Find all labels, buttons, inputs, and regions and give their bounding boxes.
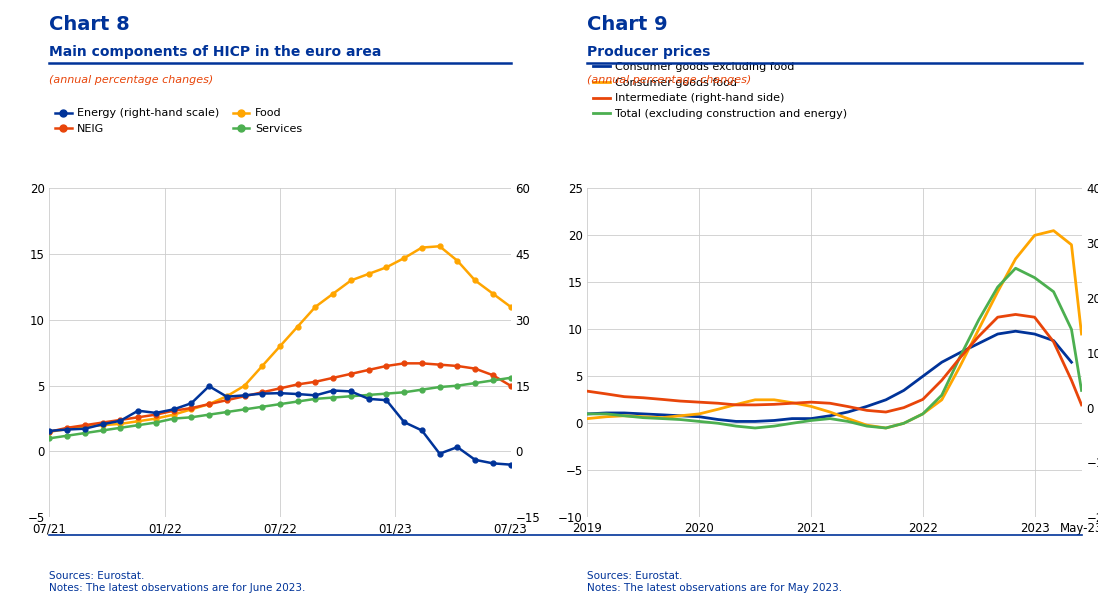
Text: Chart 8: Chart 8: [49, 15, 131, 34]
Legend: Consumer goods excluding food, Consumer goods food, Intermediate (right-hand sid: Consumer goods excluding food, Consumer …: [593, 62, 848, 119]
Legend: Energy (right-hand scale), NEIG, Food, Services: Energy (right-hand scale), NEIG, Food, S…: [55, 108, 302, 134]
Text: (annual percentage changes): (annual percentage changes): [49, 75, 214, 85]
Text: (annual percentage changes): (annual percentage changes): [587, 75, 752, 85]
Text: Producer prices: Producer prices: [587, 45, 710, 59]
Text: Sources: Eurostat.
Notes: The latest observations are for May 2023.: Sources: Eurostat. Notes: The latest obs…: [587, 571, 842, 593]
Text: Main components of HICP in the euro area: Main components of HICP in the euro area: [49, 45, 382, 59]
Text: Chart 9: Chart 9: [587, 15, 668, 34]
Text: Sources: Eurostat.
Notes: The latest observations are for June 2023.: Sources: Eurostat. Notes: The latest obs…: [49, 571, 305, 593]
